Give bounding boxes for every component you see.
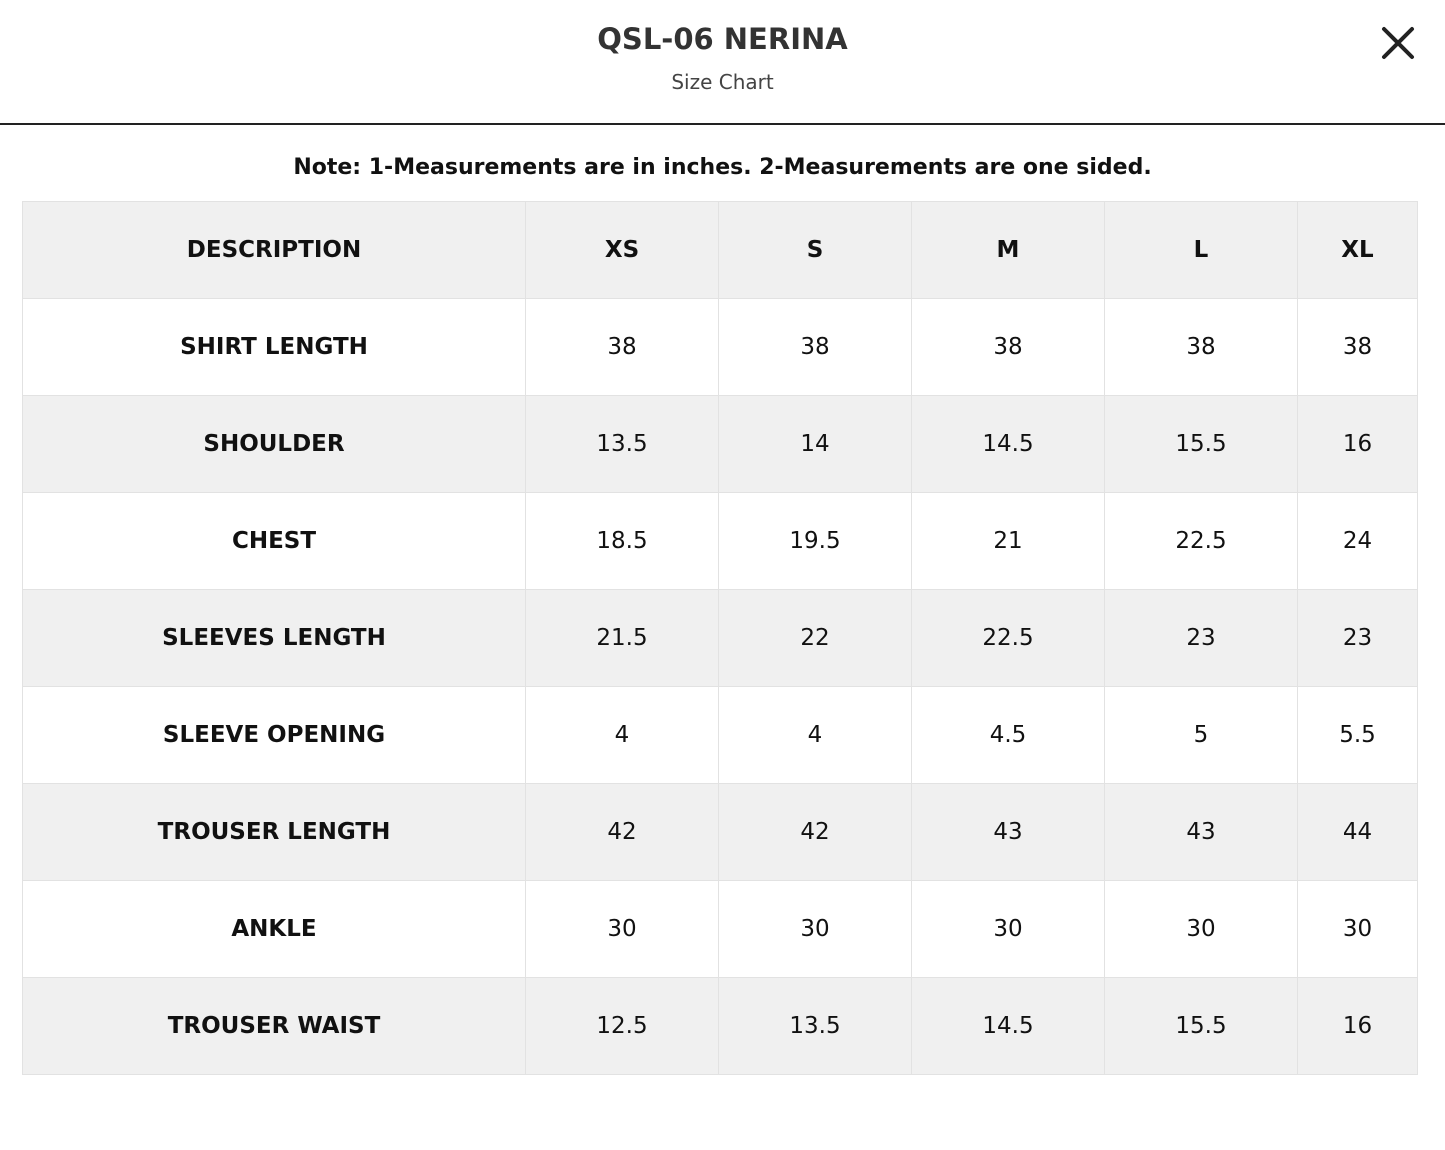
table-row: CHEST 18.5 19.5 21 22.5 24: [22, 492, 1418, 590]
table-row: SHIRT LENGTH 38 38 38 38 38: [22, 298, 1418, 396]
cell: 43: [911, 783, 1105, 881]
cell: 30: [525, 880, 719, 978]
cell: 38: [525, 298, 719, 396]
cell: 12.5: [525, 977, 719, 1075]
cell: 30: [1297, 880, 1418, 978]
cell: 38: [1297, 298, 1418, 396]
cell: 30: [911, 880, 1105, 978]
row-label: SHIRT LENGTH: [22, 298, 526, 396]
cell: 30: [718, 880, 912, 978]
cell: 14: [718, 395, 912, 493]
cell: 18.5: [525, 492, 719, 590]
row-label: SLEEVES LENGTH: [22, 589, 526, 687]
cell: 4: [525, 686, 719, 784]
cell: 23: [1297, 589, 1418, 687]
row-label: SHOULDER: [22, 395, 526, 493]
note: Note: 1-Measurements are in inches. 2-Me…: [293, 155, 1152, 180]
cell: 22.5: [911, 589, 1105, 687]
row-label: TROUSER LENGTH: [22, 783, 526, 881]
column-header: M: [911, 201, 1105, 299]
cell: 4: [718, 686, 912, 784]
table-row: TROUSER LENGTH 42 42 43 43 44: [22, 783, 1418, 881]
cell: 22: [718, 589, 912, 687]
modal-header: QSL-06 NERINA Size Chart: [0, 0, 1445, 125]
cell: 38: [1104, 298, 1298, 396]
cell: 15.5: [1104, 977, 1298, 1075]
cell: 15.5: [1104, 395, 1298, 493]
cell: 16: [1297, 395, 1418, 493]
cell: 16: [1297, 977, 1418, 1075]
subtitle: Size Chart: [671, 70, 774, 94]
cell: 13.5: [525, 395, 719, 493]
cell: 14.5: [911, 977, 1105, 1075]
cell: 43: [1104, 783, 1298, 881]
column-header: S: [718, 201, 912, 299]
row-label: TROUSER WAIST: [22, 977, 526, 1075]
cell: 21: [911, 492, 1105, 590]
cell: 19.5: [718, 492, 912, 590]
column-header: DESCRIPTION: [22, 201, 526, 299]
table-row: ANKLE 30 30 30 30 30: [22, 880, 1418, 978]
cell: 5: [1104, 686, 1298, 784]
cell: 21.5: [525, 589, 719, 687]
row-label: ANKLE: [22, 880, 526, 978]
cell: 30: [1104, 880, 1298, 978]
cell: 13.5: [718, 977, 912, 1075]
cell: 24: [1297, 492, 1418, 590]
column-header: XS: [525, 201, 719, 299]
size-table: DESCRIPTION XS S M L XL SHIRT LENGTH 38 38 38 38 3…: [22, 201, 1418, 1075]
cell: 42: [718, 783, 912, 881]
cell: 42: [525, 783, 719, 881]
cell: 22.5: [1104, 492, 1298, 590]
row-label: CHEST: [22, 492, 526, 590]
table-row: SHOULDER 13.5 14 14.5 15.5 16: [22, 395, 1418, 493]
cell: 38: [718, 298, 912, 396]
table-row: SLEEVE OPENING 4 4 4.5 5 5.5: [22, 686, 1418, 784]
table-row: SLEEVES LENGTH 21.5 22 22.5 23 23: [22, 589, 1418, 687]
cell: 5.5: [1297, 686, 1418, 784]
column-header: L: [1104, 201, 1298, 299]
cell: 14.5: [911, 395, 1105, 493]
column-header: XL: [1297, 201, 1418, 299]
cell: 38: [911, 298, 1105, 396]
row-label: SLEEVE OPENING: [22, 686, 526, 784]
close-button[interactable]: [1378, 23, 1418, 63]
header-row: DESCRIPTION XS S M L XL: [22, 201, 1418, 299]
cell: 4.5: [911, 686, 1105, 784]
cell: 23: [1104, 589, 1298, 687]
title: QSL-06 NERINA: [597, 22, 848, 56]
table-row: TROUSER WAIST 12.5 13.5 14.5 15.5 16: [22, 977, 1418, 1075]
cell: 44: [1297, 783, 1418, 881]
